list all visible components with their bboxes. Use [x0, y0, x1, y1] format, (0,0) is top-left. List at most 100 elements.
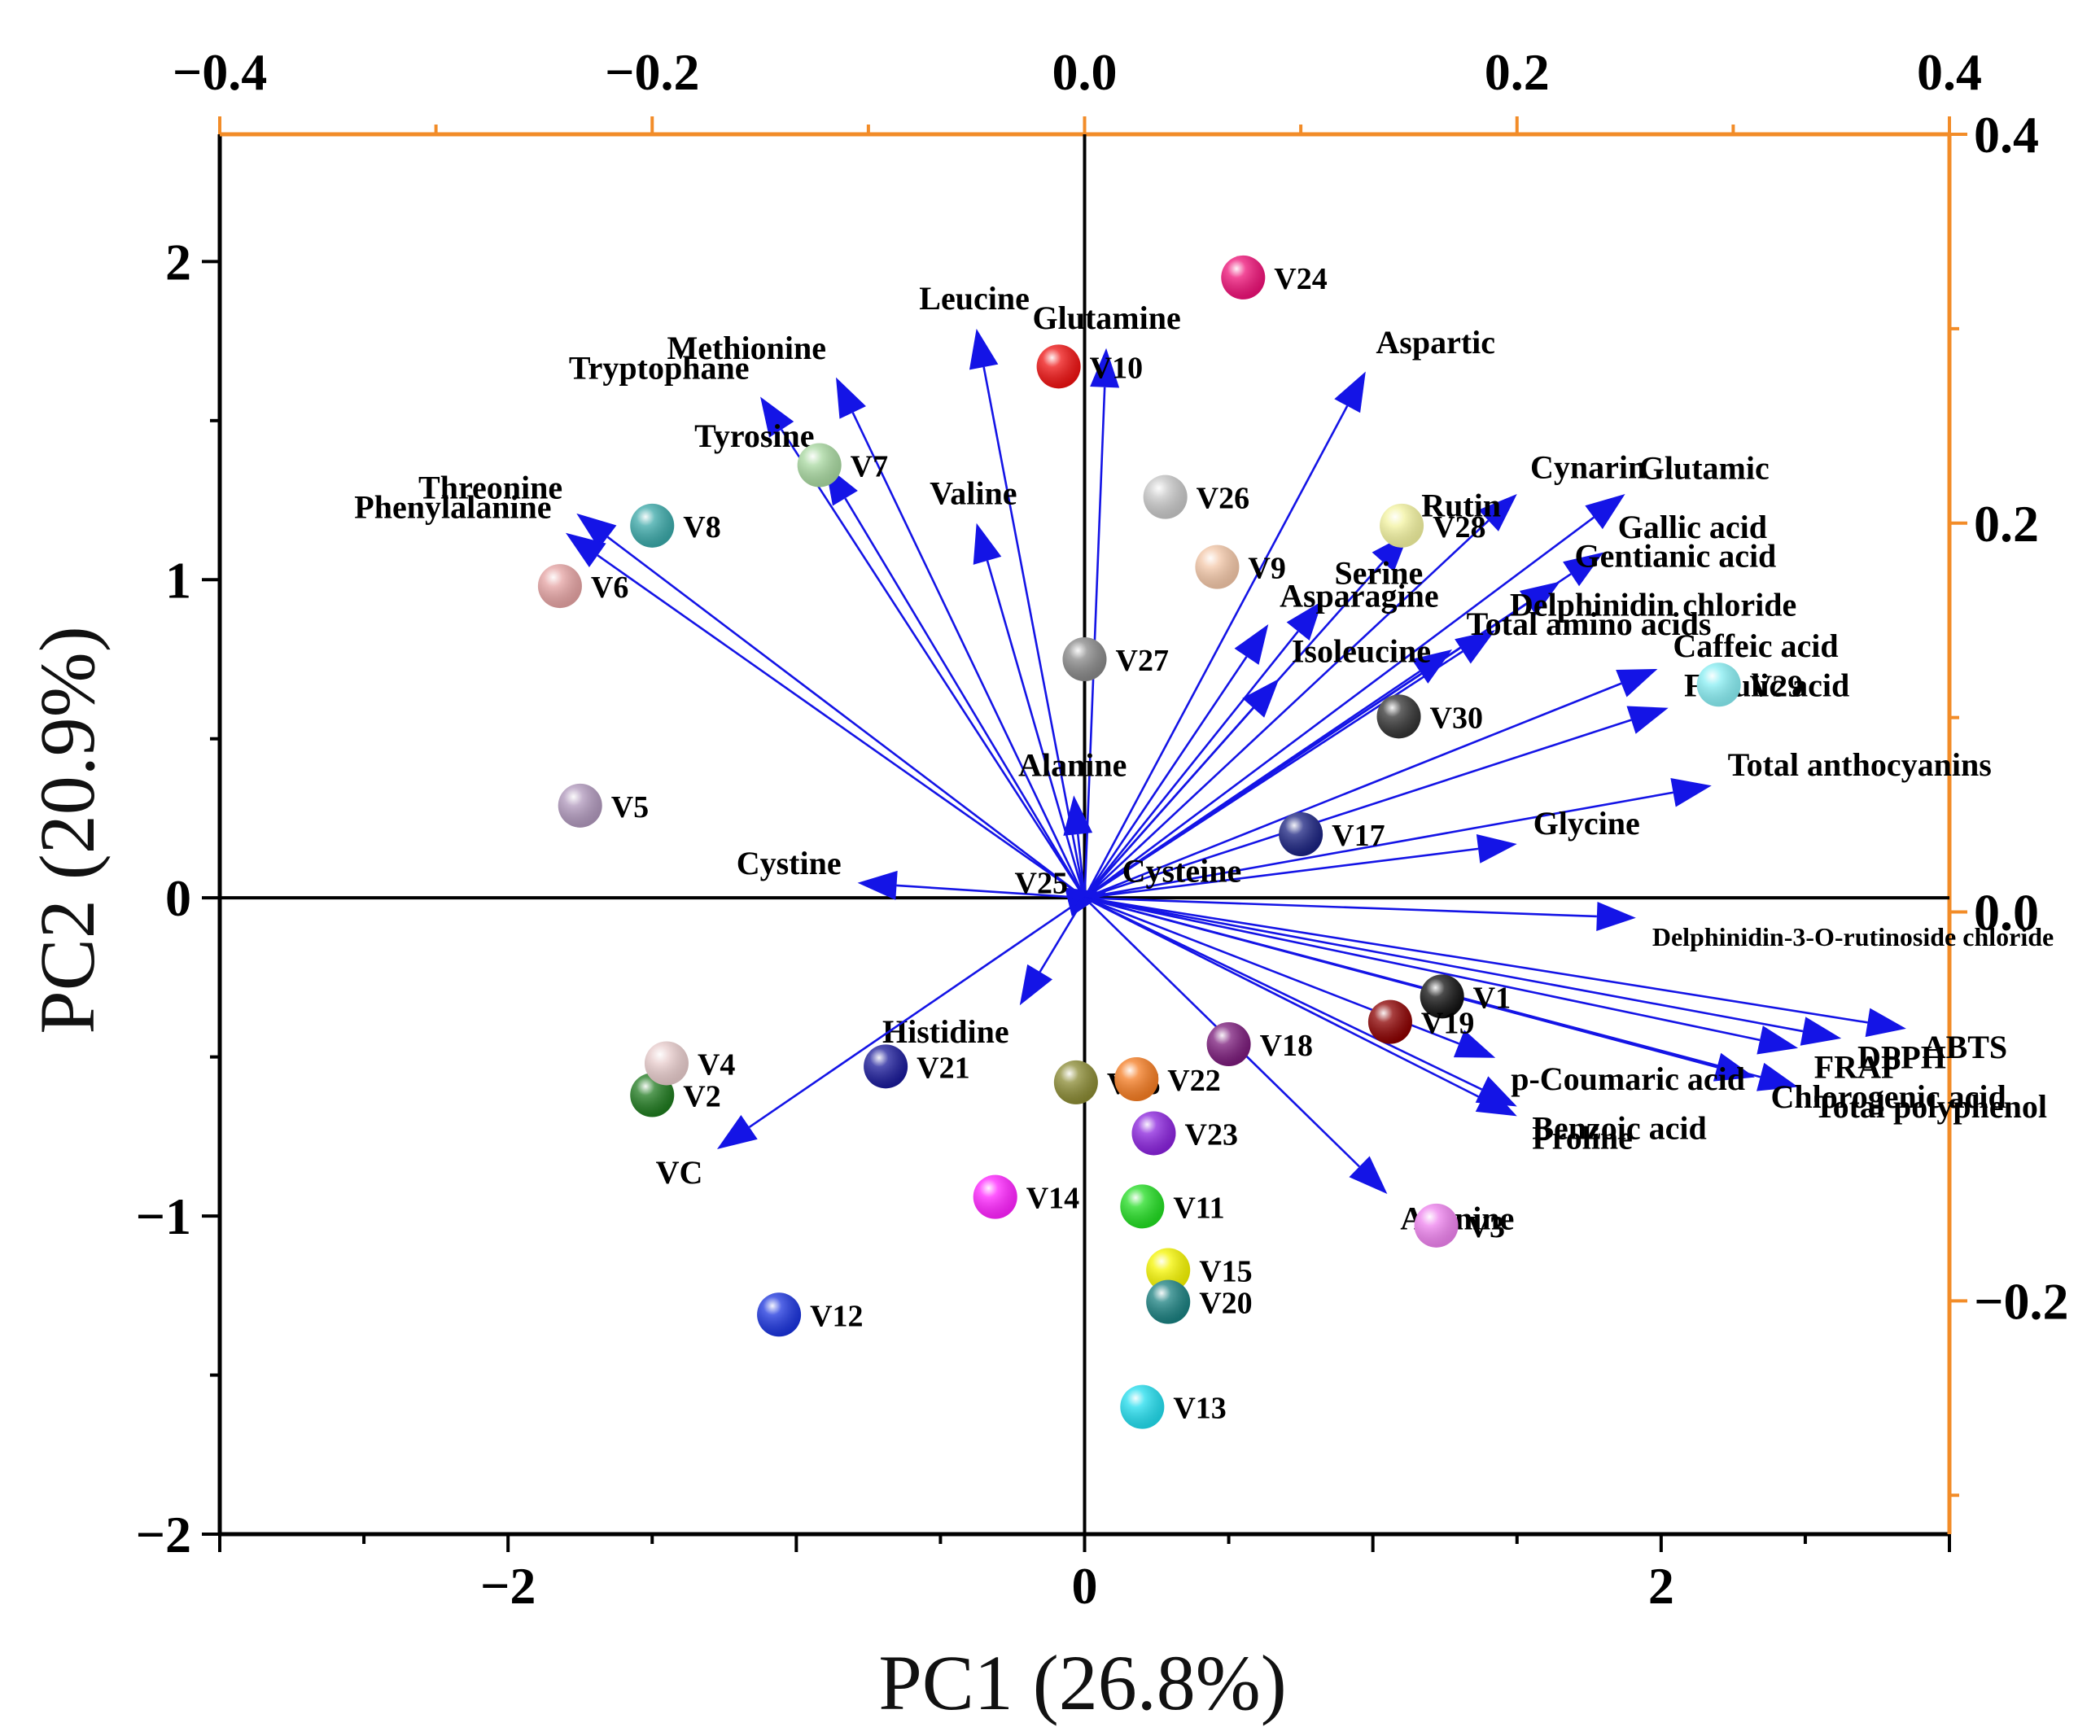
sample-points: V1V2V3V4V5V6V7V8V9V10V11V12V13V14V15V16V…	[537, 255, 1803, 1429]
arrow-head	[1585, 493, 1625, 530]
sample-label: V28	[1433, 510, 1485, 544]
arrow-head	[969, 328, 999, 370]
loading-label: Asparagine	[1280, 577, 1439, 614]
sample-point-shine	[1131, 1111, 1176, 1156]
sample-label: V4	[698, 1047, 735, 1082]
loading-arrow	[1083, 897, 1483, 1091]
loading-arrow	[1083, 656, 1248, 899]
sample-label: V3	[1468, 1210, 1505, 1244]
arrow-head	[1349, 1156, 1388, 1194]
sample-point-shine	[1380, 503, 1424, 548]
loading-label: Phenylalanine	[354, 489, 551, 526]
loading-label: Gentianic acid	[1575, 538, 1777, 575]
loading-label: Benzoic acid	[1532, 1110, 1706, 1147]
loading-label: Glutamic	[1639, 450, 1770, 487]
loading-label: Aspartic	[1376, 324, 1495, 361]
loading-arrow	[1083, 405, 1349, 899]
sample-label: V15	[1199, 1255, 1252, 1289]
sample-label: V6	[591, 571, 628, 605]
loading-arrow	[896, 884, 1085, 899]
arrow-head	[1019, 964, 1053, 1006]
loading-label: Cynarin	[1530, 448, 1646, 485]
sample-point-shine	[1420, 974, 1464, 1019]
loading-label: Threonine	[418, 469, 562, 505]
loading-label: Methionine	[667, 330, 826, 366]
sample-point-shine	[1053, 1060, 1098, 1104]
arrow-head	[716, 1115, 758, 1149]
left-tick-label: 2	[165, 233, 191, 291]
sample-point-shine	[1120, 1384, 1165, 1429]
arrow-head	[1757, 1062, 1799, 1091]
arrow-head	[1713, 1052, 1755, 1082]
loading-label: p-Coumaric acid	[1511, 1060, 1745, 1097]
arrow-head	[1476, 834, 1517, 864]
loading-arrow	[1083, 650, 1463, 899]
sample-point-shine	[1376, 694, 1421, 739]
top-tick-label: −0.4	[173, 43, 267, 101]
sample-label: V11	[1173, 1191, 1224, 1225]
loading-arrow	[1076, 833, 1086, 899]
loading-arrow	[1084, 682, 1622, 899]
sample-label: V13	[1173, 1392, 1226, 1426]
sample-point-shine	[1696, 662, 1741, 707]
loading-arrow	[844, 497, 1086, 899]
loading-label: Chlorogenic acid	[1770, 1078, 2006, 1115]
arrow-head	[1411, 649, 1453, 684]
loading-label: Delphinidin-3-O-rutinoside chloride	[1652, 922, 2054, 951]
sample-point-shine	[630, 503, 675, 548]
arrow-head	[1090, 348, 1120, 388]
loading-arrow	[1083, 516, 1595, 899]
arrow-head	[1286, 601, 1323, 641]
sample-point-shine	[864, 1044, 908, 1089]
sample-point-shine	[1195, 544, 1240, 589]
sample-label: V1	[1473, 981, 1511, 1015]
sample-label: V24	[1274, 262, 1327, 296]
sample-label: V23	[1185, 1117, 1238, 1152]
sample-label: V10	[1090, 351, 1143, 385]
loading-label: Tyrosine	[694, 418, 814, 454]
loading-arrow	[748, 897, 1086, 1128]
left-tick-label: 1	[165, 551, 191, 609]
loading-arrow	[1084, 896, 1761, 1042]
loading-label: Total amino acids	[1467, 606, 1712, 642]
loading-arrow	[1084, 896, 1868, 1024]
loading-label: Proline	[1532, 1120, 1633, 1157]
arrow-head	[1596, 901, 1636, 931]
top-tick-label: 0.0	[1052, 43, 1118, 101]
loading-arrow	[1083, 670, 1421, 899]
right-tick-label: 0.0	[1974, 884, 2039, 942]
arrow-head	[760, 396, 794, 438]
left-tick-label: 0	[165, 869, 191, 927]
sample-point-shine	[1206, 1022, 1251, 1066]
loading-label: Glutamine	[1032, 300, 1180, 336]
arrow-head	[1563, 552, 1603, 587]
left-tick-label: −1	[136, 1187, 191, 1245]
arrow-head	[1478, 493, 1517, 531]
arrow-head	[1234, 624, 1269, 665]
loading-label: ABTS	[1923, 1029, 2008, 1065]
sample-label: V29	[1750, 669, 1803, 703]
loading-arrow	[986, 560, 1086, 899]
arrow-head	[1865, 1008, 1906, 1038]
loading-arrow	[851, 412, 1086, 899]
loading-arrow	[1084, 896, 1597, 918]
bottom-tick-label: −2	[480, 1557, 536, 1615]
sample-point-shine	[558, 783, 602, 828]
left-tick-label: −2	[136, 1506, 191, 1563]
sample-label: V12	[810, 1299, 863, 1333]
sample-label: V20	[1199, 1287, 1252, 1321]
sample-point-shine	[1221, 255, 1266, 300]
top-tick-label: 0.4	[1917, 43, 1982, 101]
loading-arrow	[606, 536, 1086, 899]
arrow-head	[836, 377, 866, 419]
arrow-head	[1065, 887, 1107, 916]
sample-point-shine	[1279, 812, 1323, 856]
sample-point-shine	[1036, 344, 1081, 389]
sample-label: V18	[1260, 1029, 1313, 1063]
sample-point-shine	[644, 1041, 689, 1086]
arrow-head	[1475, 1085, 1517, 1117]
sample-point-shine	[973, 1174, 1017, 1219]
sample-point-shine	[537, 564, 582, 609]
loading-label: Cysteine	[1122, 852, 1242, 889]
